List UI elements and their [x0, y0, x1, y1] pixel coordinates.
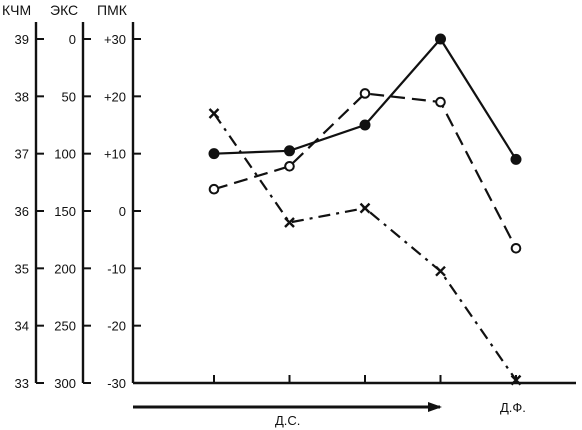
- y-tick-label-pmk: 0: [119, 204, 126, 219]
- axis-header-kchm: КЧМ: [2, 2, 31, 18]
- end-label: Д.Ф.: [500, 400, 526, 415]
- y-tick-label-eks: 100: [54, 147, 76, 162]
- y-tick-label-pmk: -20: [107, 319, 126, 334]
- data-point-filled-circle: [435, 33, 446, 45]
- y-tick-label-eks: 150: [54, 204, 76, 219]
- data-point-open-circle: [284, 160, 295, 172]
- series-line-dashed: [213, 92, 517, 249]
- y-tick-label-eks: 50: [62, 89, 76, 104]
- data-point-open-circle: [435, 96, 446, 108]
- y-tick-label-eks: 250: [54, 319, 76, 334]
- data-point-open-circle: [359, 88, 371, 99]
- y-tick-label-kchm: 38: [15, 89, 29, 104]
- data-point-x: [284, 217, 295, 228]
- axis-header-eks: ЭКС: [50, 2, 78, 18]
- y-tick-label-kchm: 35: [15, 261, 29, 276]
- phase-label: Д.С.: [275, 413, 300, 428]
- data-point-x: [359, 202, 371, 214]
- y-tick-label-pmk: +30: [104, 32, 126, 47]
- y-tick-label-kchm: 36: [15, 204, 29, 219]
- series-line-dash-dot: [213, 112, 517, 381]
- series-line-solid: [213, 37, 517, 160]
- data-point-open-circle: [208, 183, 220, 195]
- data-point-filled-circle: [510, 153, 522, 165]
- data-point-filled-circle: [208, 148, 220, 160]
- y-tick-label-pmk: -10: [107, 261, 126, 276]
- data-point-filled-circle: [284, 145, 295, 157]
- y-tick-label-eks: 200: [54, 261, 76, 276]
- data-point-open-circle: [510, 242, 522, 254]
- data-point-x: [435, 265, 446, 277]
- data-point-x: [208, 108, 220, 119]
- y-tick-label-kchm: 39: [15, 32, 29, 47]
- y-tick-label-pmk: +10: [104, 147, 126, 162]
- data-point-filled-circle: [359, 119, 371, 131]
- y-tick-label-eks: 300: [54, 376, 76, 391]
- data-point-x: [510, 374, 522, 386]
- y-tick-label-pmk: +20: [104, 89, 126, 104]
- axis-header-pmk: ПМК: [97, 2, 128, 18]
- y-tick-label-kchm: 34: [15, 319, 29, 334]
- y-tick-label-eks: 0: [69, 32, 76, 47]
- y-tick-label-pmk: -30: [107, 376, 126, 391]
- y-tick-label-kchm: 37: [15, 147, 29, 162]
- y-tick-label-kchm: 33: [15, 376, 29, 391]
